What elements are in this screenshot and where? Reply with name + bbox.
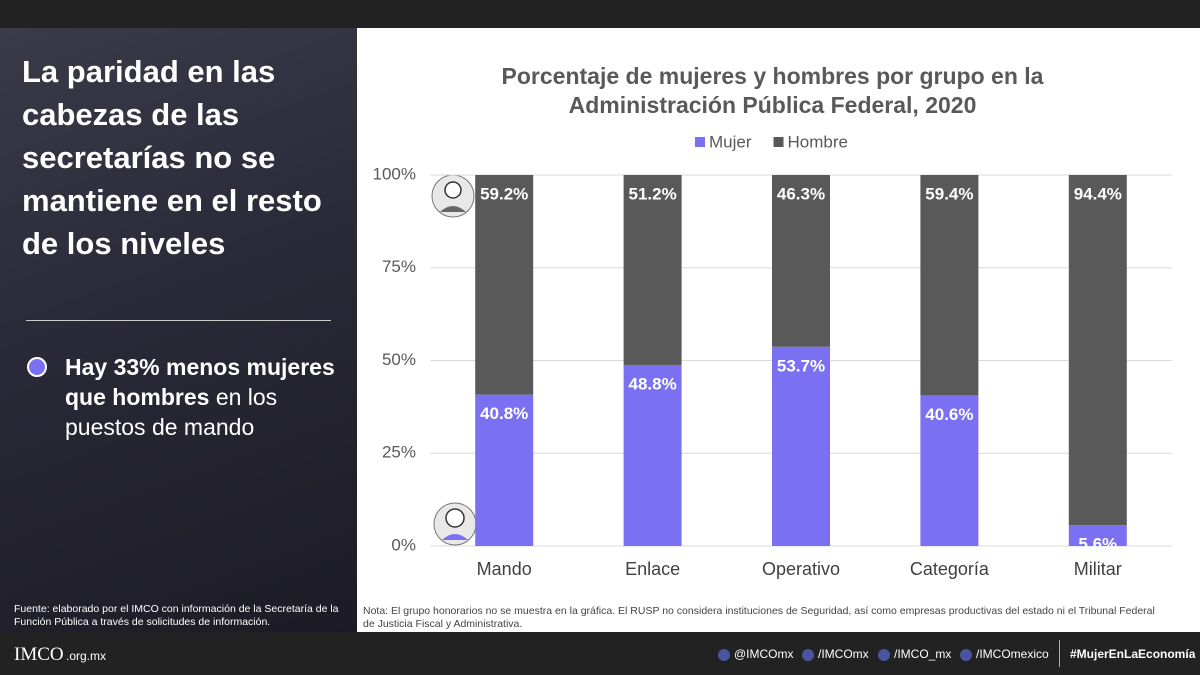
social-handle: /IMCOmx [818, 647, 869, 661]
value-label: 51.2% [628, 184, 676, 203]
social-handle: /IMCOmexico [976, 647, 1049, 661]
legend-swatch [773, 137, 784, 147]
footer: IMCO .org.mx @IMCOmx /IMCOmx /IMCO_mx /I… [0, 632, 1200, 675]
bar-segment [623, 364, 682, 546]
avatar-man [431, 174, 475, 218]
bar-segment [1068, 175, 1127, 526]
value-label: 94.4% [1074, 184, 1122, 203]
bar-segment [1068, 525, 1127, 546]
social-handle: @IMCOmx [734, 647, 794, 661]
value-label: 5.6% [1078, 535, 1117, 554]
bullet-rest: en los puestos de mando [65, 384, 278, 440]
source-note: Fuente: elaborado por el IMCO con inform… [14, 603, 339, 628]
value-label: 46.3% [777, 184, 825, 203]
bullet-bold: Hay 33% menos mujeres que hombres [65, 354, 335, 410]
legend-swatch [695, 137, 705, 147]
logo: IMCO [14, 644, 64, 665]
social-youtube[interactable]: /IMCOmexico [960, 647, 1049, 661]
y-tick-label: 0% [391, 535, 416, 554]
social-twitter[interactable]: @IMCOmx [718, 647, 794, 661]
legend-label: Mujer [709, 132, 752, 151]
bullet-text: Hay 33% menos mujeres que hombres en los… [65, 352, 340, 442]
x-tick-label: Enlace [625, 559, 680, 579]
value-label: 59.2% [480, 184, 528, 203]
chart-title: Porcentaje de mujeres y hombres por grup… [501, 63, 1044, 118]
x-tick-label: Categoría [910, 559, 990, 579]
social-facebook[interactable]: /IMCOmx [802, 647, 869, 661]
divider [26, 320, 331, 321]
bar-segment [772, 175, 830, 347]
y-tick-label: 50% [382, 350, 416, 369]
chart-note: Nota: El grupo honorarios no se muestra … [363, 605, 1155, 630]
legend-label: Hombre [788, 132, 848, 151]
bar-segment [623, 175, 682, 365]
value-label: 48.8% [628, 374, 676, 393]
bar-segment [920, 395, 979, 546]
x-tick-label: Mando [477, 559, 532, 579]
value-label: 40.6% [925, 405, 973, 424]
y-tick-label: 100% [373, 164, 416, 183]
social-instagram[interactable]: /IMCO_mx [878, 647, 951, 661]
side-panel [0, 28, 357, 632]
value-label: 59.4% [925, 184, 973, 203]
value-label: 53.7% [777, 356, 825, 375]
avatar-woman [433, 502, 477, 546]
value-label: 40.8% [480, 404, 528, 423]
social-handle: /IMCO_mx [894, 647, 952, 661]
x-tick-label: Operativo [762, 559, 840, 579]
footer-divider [1059, 640, 1060, 667]
bar-segment [475, 175, 534, 395]
y-tick-label: 75% [382, 257, 416, 276]
hashtag: #MujerEnLaEconomía [1070, 647, 1196, 661]
y-tick-label: 25% [382, 443, 416, 462]
panel-heading: La paridad en las cabezas de las secreta… [22, 54, 322, 261]
chart: 0% 25% 50% 75% 100% Mujer Hombre Mando 40.8% 59.2… [373, 132, 1172, 579]
x-tick-label: Militar [1074, 559, 1122, 579]
bar-segment [475, 394, 534, 546]
bar-segment [920, 175, 979, 396]
bullet-dot [27, 357, 47, 377]
bar-segment [772, 346, 830, 546]
logo-domain: .org.mx [66, 649, 107, 663]
